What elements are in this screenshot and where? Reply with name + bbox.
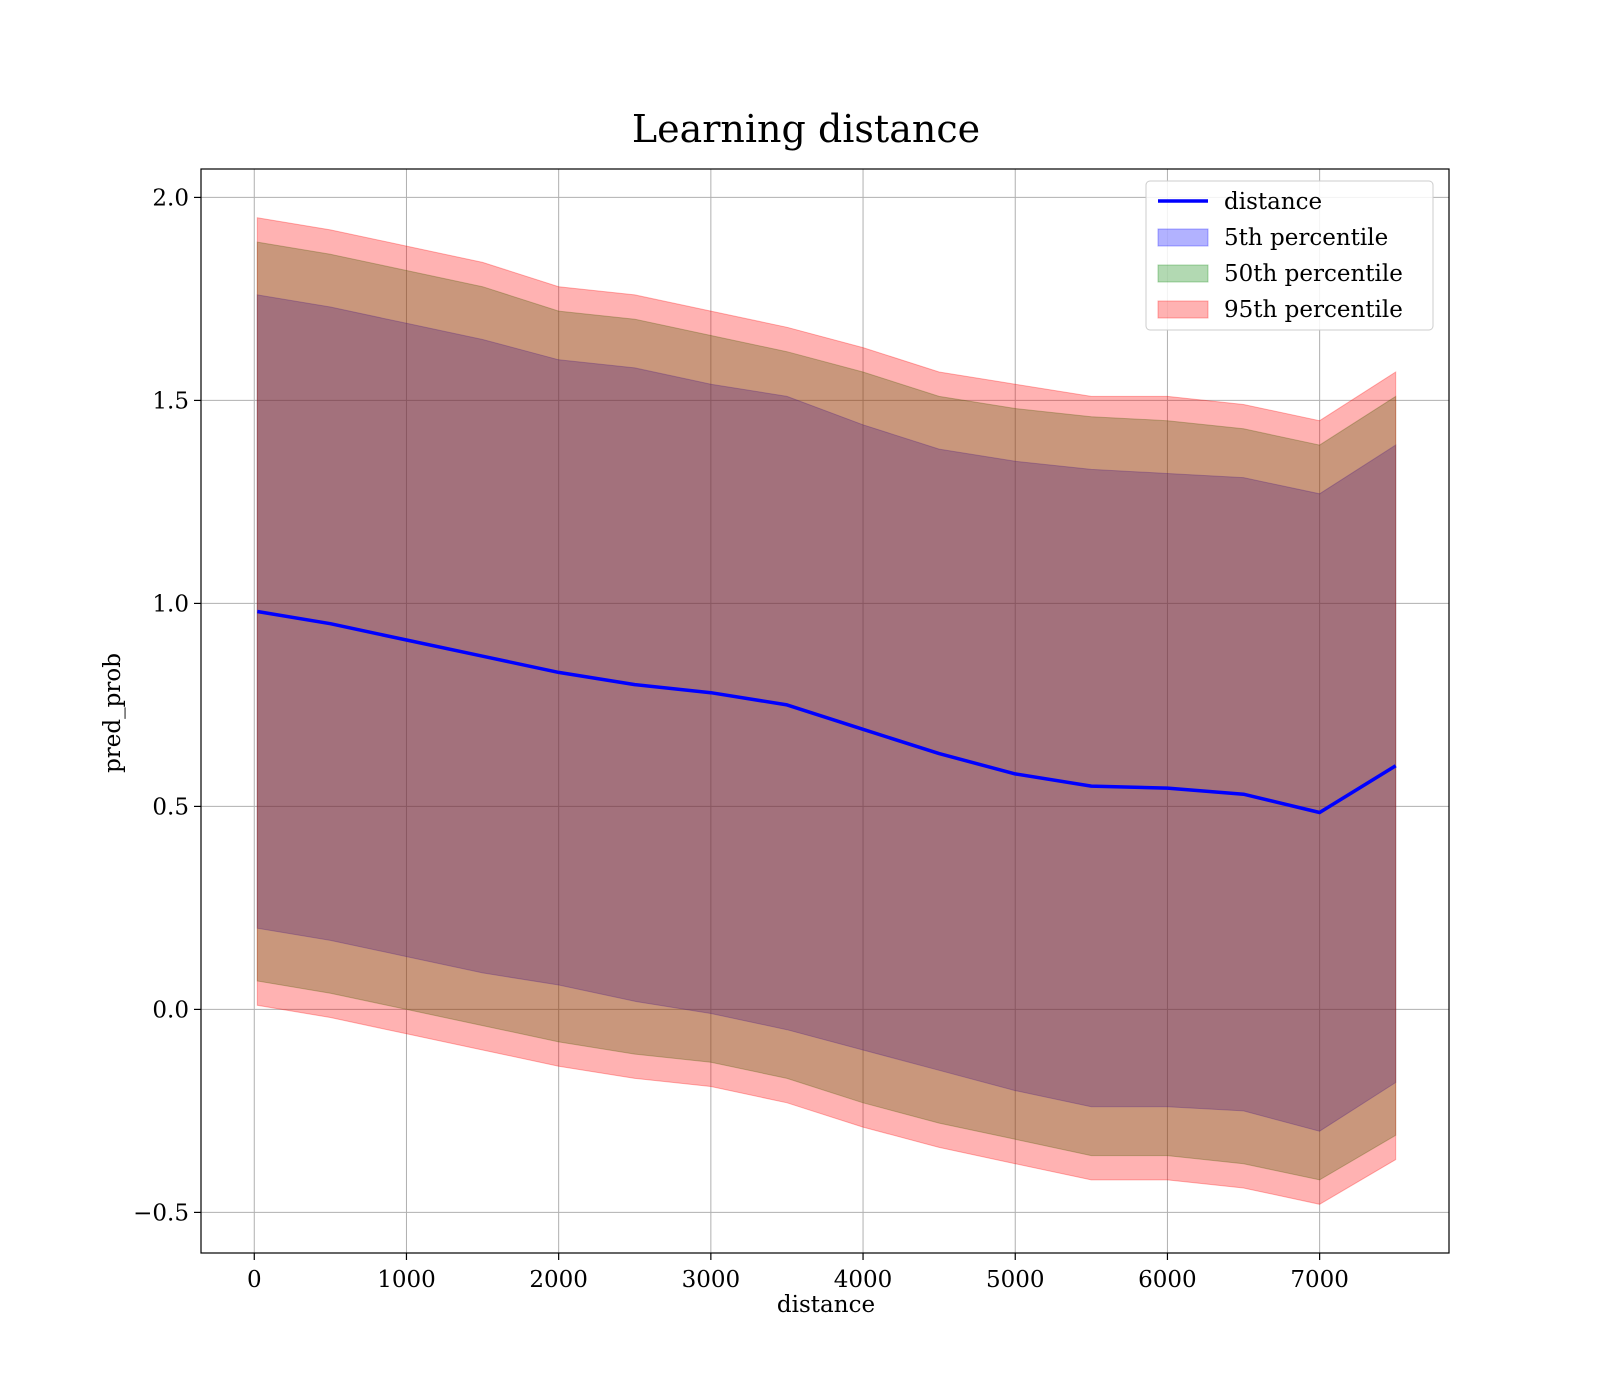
y-axis-label: pred_prob — [100, 653, 126, 773]
x-tick-label: 3000 — [682, 1267, 741, 1293]
y-tick-label: 0.5 — [152, 794, 189, 820]
50th-percentile-band — [256, 241, 1397, 1181]
legend-swatch-50th — [1157, 264, 1209, 283]
distance-line-layer — [257, 609, 1397, 815]
x-tick-label: 1000 — [377, 1267, 436, 1293]
y-tick-label: 0.0 — [152, 997, 189, 1023]
plot-frame — [200, 168, 1450, 1254]
axis-ticks: 0 1000 2000 3000 4000 5000 6000 7000 −0.5 0.0 0.5 1… — [133, 185, 1349, 1293]
95th-percentile-band — [256, 217, 1397, 1205]
legend-label: 95th percentile — [1224, 297, 1403, 323]
legend-swatch-5th — [1157, 228, 1209, 247]
legend-box — [1145, 180, 1434, 331]
x-tick-label: 7000 — [1290, 1267, 1349, 1293]
legend-label: 50th percentile — [1224, 261, 1403, 287]
distance-line — [257, 609, 1397, 815]
y-tick-label: 1.5 — [152, 388, 189, 414]
chart-title: Learning distance — [632, 107, 980, 151]
x-tick-label: 0 — [247, 1267, 262, 1293]
percentile-bands — [256, 217, 1397, 1205]
y-tick-label: 1.0 — [152, 591, 189, 617]
legend-swatch-95th — [1157, 300, 1209, 319]
x-tick-label: 6000 — [1138, 1267, 1197, 1293]
5th-percentile-band — [256, 294, 1397, 1132]
x-tick-label: 5000 — [986, 1267, 1045, 1293]
x-tick-label: 2000 — [529, 1267, 588, 1293]
y-tick-label: −0.5 — [133, 1200, 189, 1226]
legend: distance 5th percentile 50th percentile 95t… — [1145, 180, 1434, 331]
y-tick-label: 2.0 — [152, 185, 189, 211]
legend-label: distance — [1224, 189, 1322, 215]
legend-label: 5th percentile — [1224, 225, 1388, 251]
x-tick-label: 4000 — [834, 1267, 893, 1293]
x-axis-label: distance — [777, 1292, 875, 1318]
